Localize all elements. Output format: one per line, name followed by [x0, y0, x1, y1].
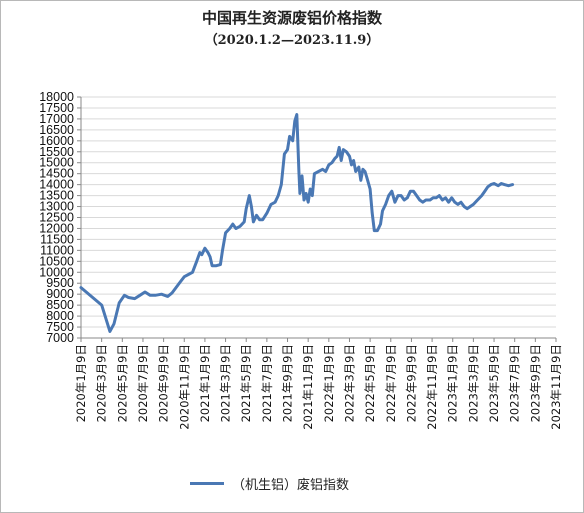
x-tick-label: 2020年9月9日: [157, 344, 171, 422]
y-tick-label: 12000: [39, 221, 74, 235]
y-tick-label: 15500: [39, 145, 74, 159]
chart-subtitle: （2020.1.2—2023.11.9）: [204, 33, 380, 48]
legend-swatch: [190, 482, 224, 485]
y-tick-label: 13500: [39, 189, 74, 203]
legend-label: （机生铝）废铝指数: [232, 478, 350, 493]
y-tick-label: 10000: [39, 265, 74, 279]
x-tick-label: 2022年11月9日: [425, 344, 439, 430]
legend: （机生铝）废铝指数: [190, 474, 349, 493]
x-tick-label: 2022年9月9日: [404, 344, 418, 422]
y-tick-label: 8500: [46, 298, 74, 312]
y-tick-label: 7500: [46, 320, 74, 334]
y-tick-label: 9000: [46, 287, 74, 301]
x-tick-label: 2021年11月9日: [301, 344, 315, 430]
x-tick-label: 2022年1月9日: [322, 344, 336, 422]
chart-title: 中国再生资源废铝价格指数: [201, 9, 382, 27]
y-tick-label: 14500: [39, 167, 74, 181]
y-tick-label: 15000: [39, 156, 74, 170]
x-tick-label: 2021年1月9日: [198, 344, 212, 422]
x-tick-label: 2023年9月9日: [528, 344, 542, 422]
x-tick-label: 2023年5月9日: [487, 344, 501, 422]
x-tick-label: 2021年5月9日: [239, 344, 253, 422]
y-tick-label: 17500: [39, 101, 74, 115]
y-tick-label: 16500: [39, 123, 74, 137]
series-line: [79, 113, 515, 333]
x-tick-label: 2020年11月9日: [177, 344, 191, 430]
axes: [77, 96, 557, 342]
y-tick-labels: 1800017500170001650016000155001500014500…: [39, 90, 74, 345]
x-tick-label: 2020年3月9日: [95, 344, 109, 422]
y-tick-label: 12500: [39, 211, 74, 225]
x-tick-label: 2020年7月9日: [136, 344, 150, 422]
x-tick-label: 2023年11月9日: [549, 344, 563, 430]
y-tick-label: 14000: [39, 178, 74, 192]
y-tick-label: 9500: [46, 276, 74, 290]
x-tick-label: 2022年7月9日: [384, 344, 398, 422]
x-tick-label: 2020年1月9日: [74, 344, 88, 422]
y-gridlines: [81, 96, 556, 328]
x-tick-label: 2021年7月9日: [260, 344, 274, 422]
y-tick-label: 18000: [39, 90, 74, 104]
x-tick-label: 2021年3月9日: [219, 344, 233, 422]
y-tick-label: 8000: [46, 309, 74, 323]
x-tick-label: 2022年3月9日: [342, 344, 356, 422]
y-tick-label: 13000: [39, 200, 74, 214]
x-tick-label: 2021年9月9日: [281, 344, 295, 422]
x-tick-label: 2020年5月9日: [115, 344, 129, 422]
x-tick-label: 2022年5月9日: [363, 344, 377, 422]
y-tick-label: 16000: [39, 134, 74, 148]
y-tick-label: 11000: [40, 243, 74, 257]
y-tick-label: 7000: [46, 331, 74, 345]
x-tick-label: 2023年3月9日: [466, 344, 480, 422]
x-tick-labels: 2020年1月9日 2020年3月9日 2020年5月9日 2020年7月9日 2020…: [74, 344, 563, 430]
x-tick-label: 2023年1月9日: [446, 344, 460, 422]
y-tick-label: 11500: [40, 232, 74, 246]
y-tick-label: 17000: [39, 112, 74, 126]
x-tick-label: 2023年7月9日: [508, 344, 522, 422]
y-tick-label: 10500: [39, 254, 74, 268]
